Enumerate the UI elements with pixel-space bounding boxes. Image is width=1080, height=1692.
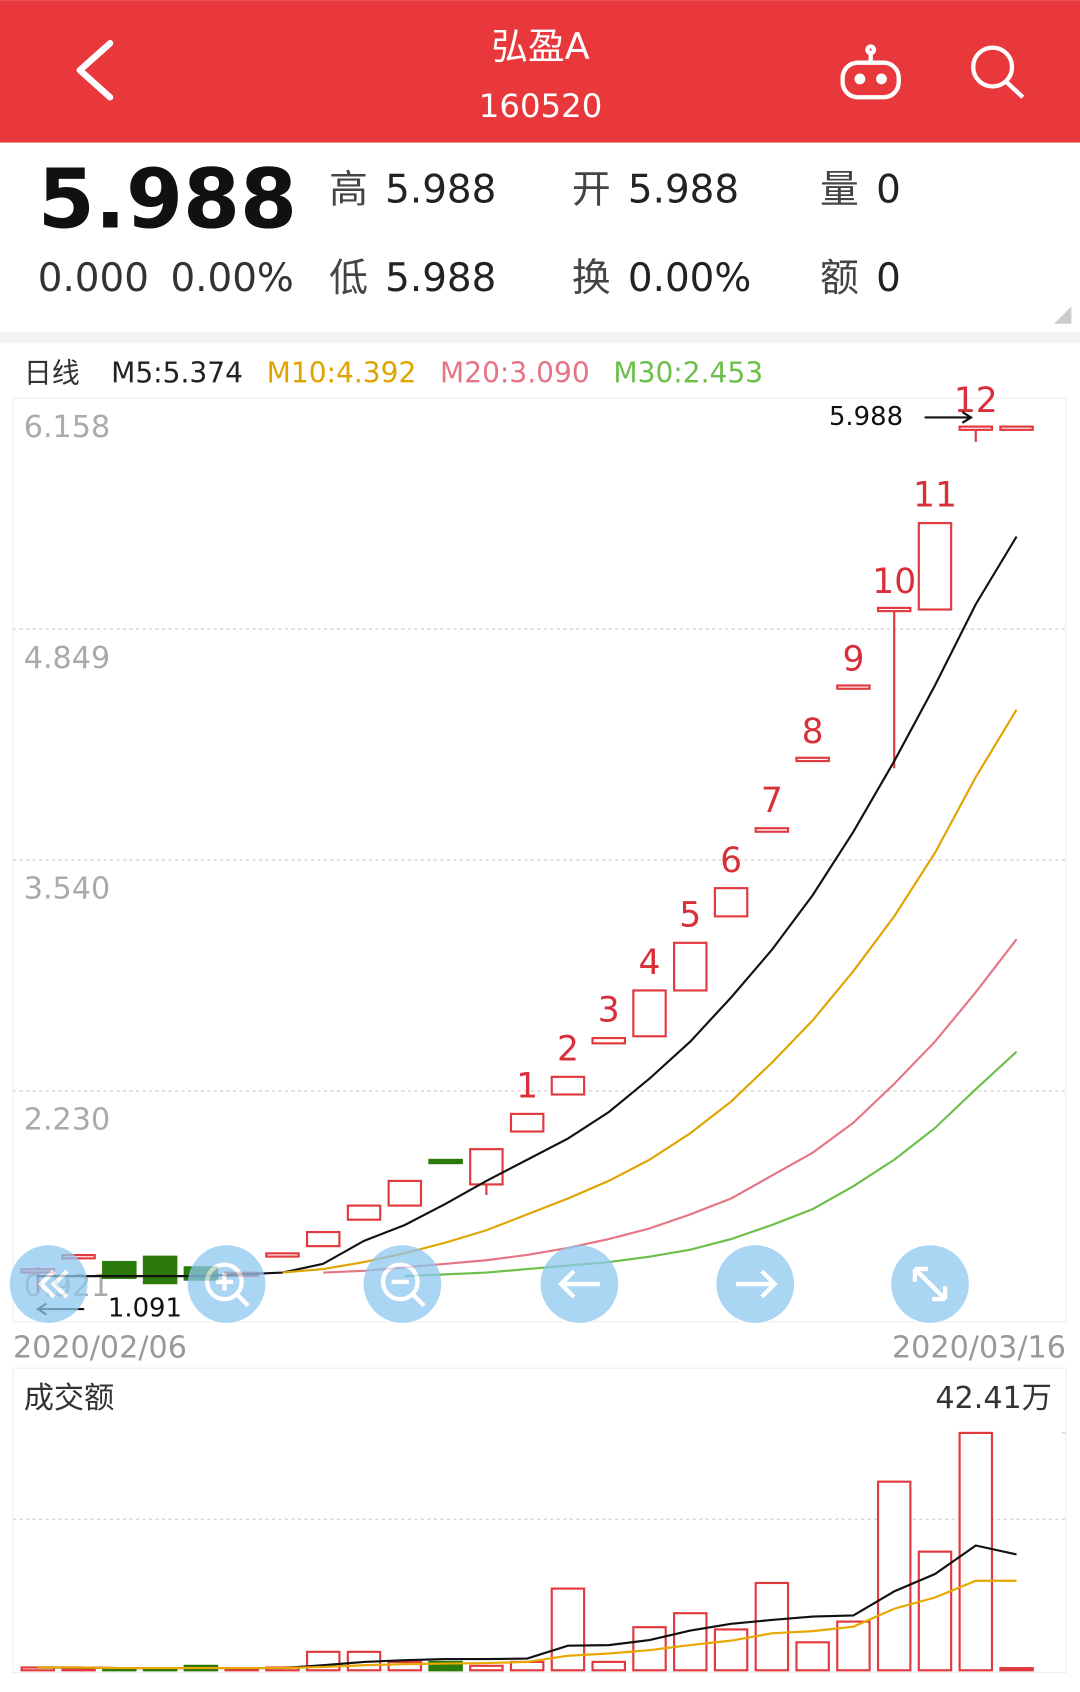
legend-entry: M20:3.090 (440, 357, 590, 390)
legend-entry: M5:5.374 (111, 357, 243, 390)
chart-controls (9, 1245, 969, 1323)
candle-annotation: 8 (802, 712, 824, 752)
fund-name: 弘盈A (491, 25, 589, 68)
price-change: 0.000 (38, 256, 149, 301)
candle-body (876, 606, 912, 613)
y-tick-label: 42.41万 (935, 1381, 1052, 1416)
field-label: 量 (820, 168, 859, 213)
candle-body (673, 941, 708, 992)
last-price: 5.988 (38, 153, 297, 248)
candle-body (591, 1036, 626, 1045)
back-button[interactable] (76, 40, 114, 101)
field-label: 高 (329, 168, 368, 213)
volume-bar (958, 1431, 994, 1672)
period-label: 日线 (24, 357, 80, 390)
candle-annotation: 9 (842, 640, 864, 680)
fund-code: 160520 (479, 87, 603, 125)
candle-annotation: 2 (557, 1029, 579, 1069)
y-tick-label: 4.849 (24, 641, 110, 676)
plots: 0.9212.2303.5404.8496.1582020/02/062020/… (12, 381, 1066, 1672)
expand-corner[interactable] (1054, 306, 1072, 324)
separator (0, 332, 1080, 344)
field-label: 开 (572, 168, 611, 213)
candle-body (102, 1260, 137, 1279)
header-bar (0, 0, 1080, 143)
candle-body (836, 684, 871, 690)
volume-bar (428, 1660, 463, 1672)
field-value: 0 (876, 168, 901, 213)
candle-annotation: 1 (516, 1066, 538, 1106)
control-icons (37, 1262, 948, 1308)
field-value: 5.988 (628, 168, 739, 213)
price-change-pct: 0.00% (170, 256, 293, 301)
candle-body (795, 756, 830, 763)
volume-bar (876, 1480, 912, 1672)
candle-annotation: 4 (639, 943, 661, 983)
volume-ma-line (37, 1579, 1017, 1670)
candle-annotation: 10 (872, 562, 916, 602)
candle-body (550, 1075, 586, 1096)
y-tick-label: 2.230 (24, 1103, 110, 1138)
candle-body (509, 1112, 545, 1133)
robot-button[interactable] (840, 44, 901, 100)
candle-annotation: 3 (598, 991, 620, 1031)
legend-entry: M30:2.453 (613, 357, 763, 390)
candle-body (958, 425, 994, 431)
field-label: 换 (572, 256, 611, 301)
candle-body (387, 1179, 423, 1207)
candle-body (632, 989, 667, 1038)
candle-body (917, 522, 953, 611)
candle-body (754, 827, 790, 833)
ma-legend: M5:5.374 M10:4.392 M20:3.090 M30:2.453 (111, 357, 763, 390)
volume-bar (917, 1550, 953, 1672)
field-label: 低 (329, 256, 368, 301)
fast-back-button[interactable] (9, 1245, 88, 1323)
candle-body (428, 1158, 463, 1165)
high-arrow (924, 411, 974, 424)
candle-annotation: 6 (720, 841, 742, 881)
volume-bar (387, 1660, 423, 1672)
ma-line (323, 938, 1018, 1274)
volume-bar (591, 1660, 626, 1672)
candle-annotation: 11 (913, 476, 957, 516)
ma-line (37, 535, 1018, 1278)
volume-panel (12, 1367, 1067, 1673)
candle-body (469, 1148, 504, 1186)
volume-bar (713, 1628, 749, 1672)
field-value: 5.988 (385, 256, 496, 301)
candle-body (305, 1230, 341, 1248)
high-marker: 5.988 (829, 402, 903, 432)
y-tick-label: 3.540 (24, 872, 110, 907)
candle-body (713, 887, 749, 918)
ma-line (404, 1050, 1018, 1278)
y-tick-label: 6.158 (24, 410, 110, 445)
x-tick-label: 2020/03/16 (892, 1330, 1066, 1365)
volume-bar (754, 1581, 790, 1672)
candle-annotation: 12 (954, 381, 998, 421)
candle-body (999, 425, 1034, 431)
field-value: 0.00% (628, 256, 751, 301)
low-marker: 1.091 (108, 1294, 182, 1324)
volume-bar (469, 1664, 504, 1672)
volume-bar (999, 1667, 1034, 1672)
volume-bar (795, 1641, 830, 1672)
search-button[interactable] (971, 45, 1025, 99)
candle-body (142, 1255, 178, 1285)
field-value: 5.988 (385, 168, 496, 213)
candle-annotation: 5 (679, 895, 701, 935)
volume-bar (673, 1612, 708, 1672)
field-label: 额 (820, 256, 859, 301)
quote-fields: 高 5.988 开 5.988 量 0 低 5.988 换 0.00% 额 0 (329, 168, 901, 301)
candle-body (346, 1204, 382, 1221)
candle-body (265, 1252, 300, 1258)
volume-bar (836, 1620, 871, 1672)
candle-annotation: 7 (761, 781, 783, 821)
x-tick-label: 2020/02/06 (13, 1330, 187, 1365)
legend-entry: M10:4.392 (267, 357, 417, 390)
field-value: 0 (876, 256, 901, 301)
volume-title: 成交额 (24, 1381, 115, 1416)
